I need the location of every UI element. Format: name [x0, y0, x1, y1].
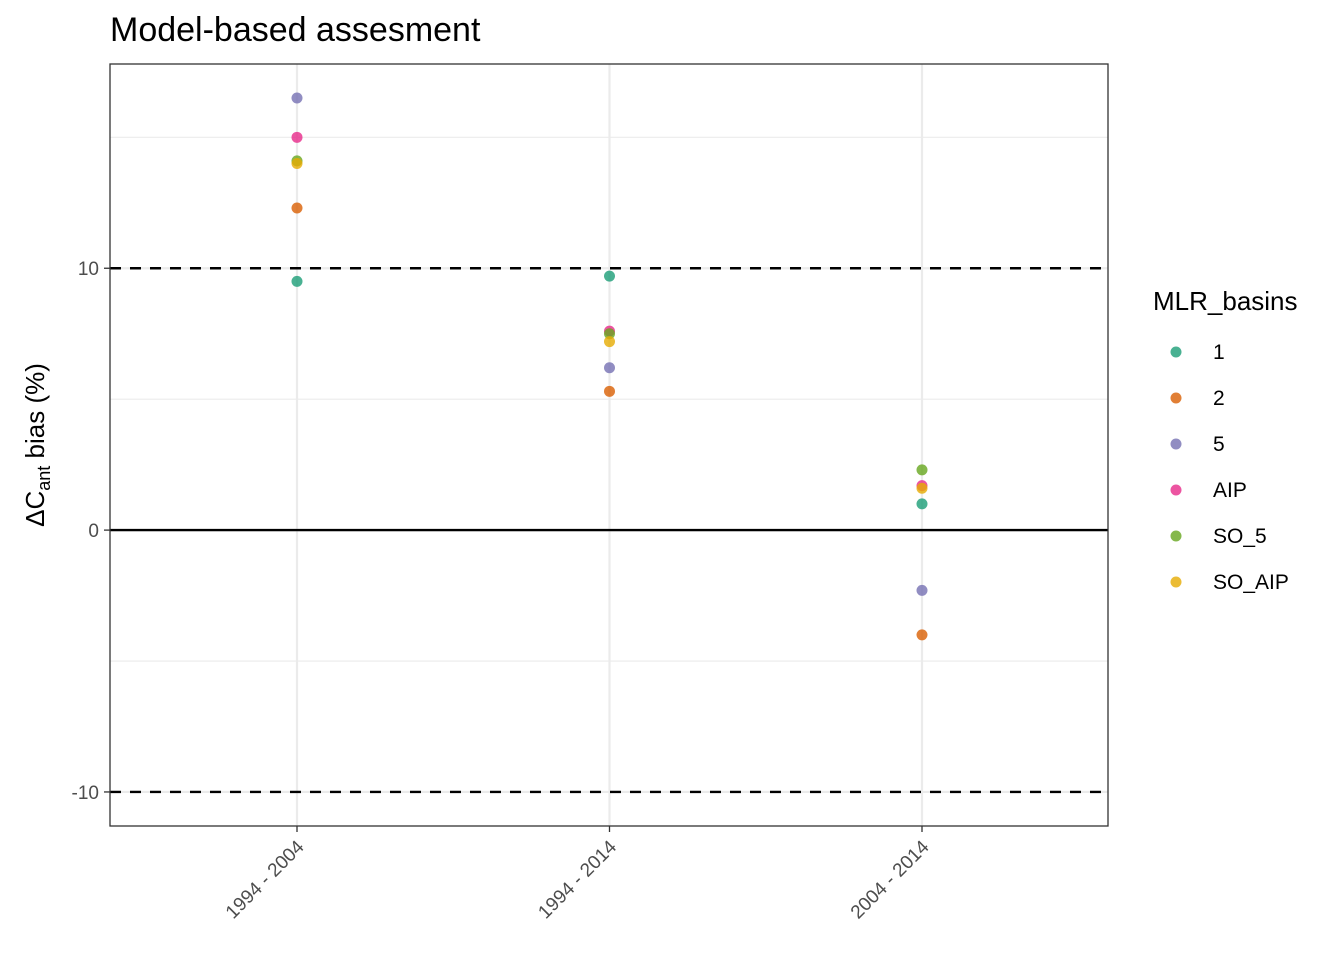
legend-key-aip — [1170, 484, 1182, 496]
legend-label: 5 — [1213, 433, 1225, 456]
y-axis-title-suffix: bias (%) — [20, 363, 50, 466]
data-point-2 — [604, 385, 615, 397]
legend-key-1 — [1170, 346, 1182, 358]
x-tick-label: 1994 - 2004 — [222, 836, 309, 923]
legend-title: MLR_basins — [1153, 286, 1298, 316]
legend-key-2 — [1170, 392, 1182, 404]
legend-label: AIP — [1213, 479, 1247, 502]
data-point-so-aip — [604, 336, 615, 348]
data-point-so-aip — [291, 158, 303, 170]
chart-title: Model-based assesment — [110, 11, 481, 49]
data-point-1 — [916, 498, 928, 510]
data-point-5 — [604, 362, 615, 374]
legend-label: SO_5 — [1213, 525, 1267, 548]
data-point-5 — [916, 584, 928, 596]
y-tick-label: 10 — [78, 259, 99, 280]
data-point-1 — [604, 270, 615, 282]
data-point-1 — [291, 275, 303, 287]
data-point-so-5 — [604, 328, 615, 340]
legend-key-5 — [1170, 438, 1182, 450]
y-tick-label: -10 — [72, 783, 99, 804]
legend: MLR_basins 1 2 5 AIP SO_5 SO_AIP — [1153, 286, 1298, 594]
legend-label: 2 — [1213, 387, 1225, 410]
legend-label: 1 — [1213, 341, 1225, 364]
x-tick-label: 2004 - 2014 — [847, 836, 934, 923]
data-point-so-5 — [916, 464, 928, 476]
data-point-so-aip — [916, 482, 928, 494]
data-point-2 — [291, 202, 303, 214]
data-points — [291, 92, 928, 641]
reference-lines — [110, 267, 1108, 794]
legend-key-so-aip — [1170, 576, 1182, 588]
y-axis-title: ΔCant bias (%) — [20, 363, 54, 527]
x-axis: 1994 - 2004 1994 - 2014 2004 - 2014 — [222, 826, 934, 923]
legend-key-so-5 — [1170, 530, 1182, 542]
y-axis-title-prefix: ΔC — [20, 491, 50, 527]
legend-label: SO_AIP — [1213, 571, 1289, 594]
y-tick-label: 0 — [88, 521, 99, 542]
data-point-5 — [291, 92, 303, 104]
y-axis: -10 0 10 — [72, 259, 110, 804]
y-axis-title-subscript: ant — [34, 466, 54, 491]
data-point-2 — [916, 629, 928, 641]
x-tick-label: 1994 - 2014 — [534, 836, 621, 923]
data-point-aip — [291, 131, 303, 143]
